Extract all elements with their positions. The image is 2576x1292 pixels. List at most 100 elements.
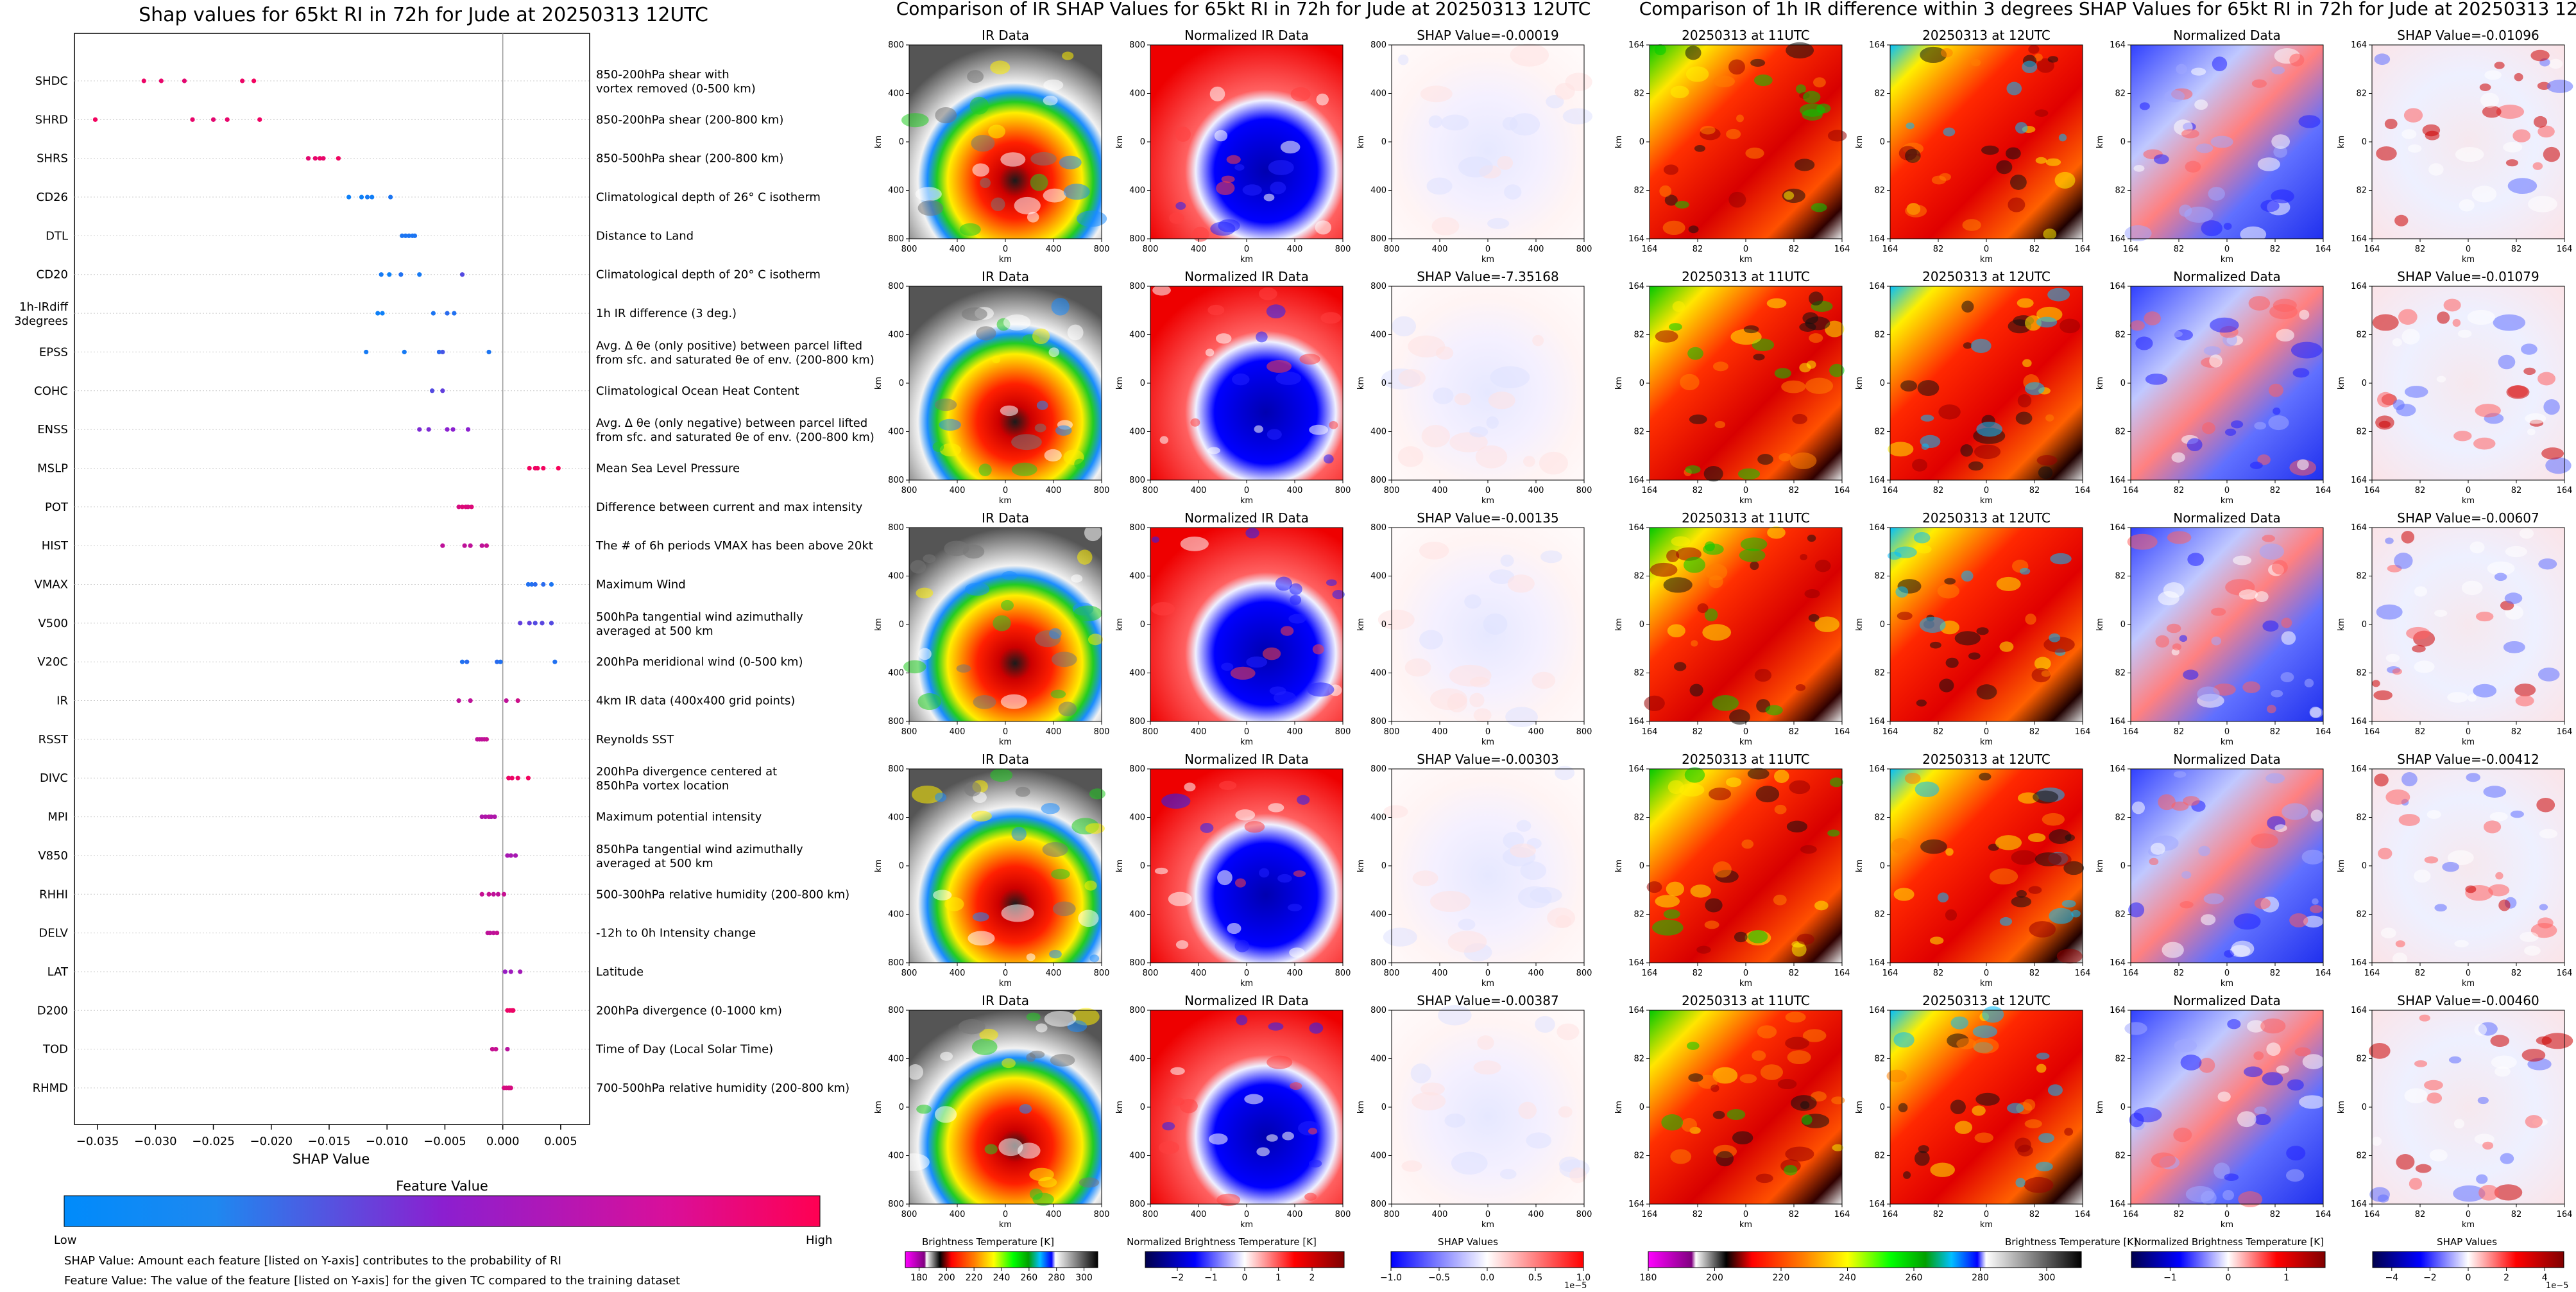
texture-blob	[1297, 795, 1310, 805]
x-tick-label: 82	[1933, 1210, 1944, 1219]
x-tick-label: 800	[1143, 969, 1159, 978]
x-tick-label: 82	[1789, 727, 1800, 737]
x-tick-label: 164	[1834, 1210, 1850, 1219]
x-tick-label: 800	[901, 969, 917, 978]
texture-blob	[1500, 555, 1514, 567]
x-axis-label: km	[2221, 255, 2233, 264]
y-tick-label: 164	[1628, 958, 1644, 968]
texture-blob	[2274, 824, 2287, 832]
texture-blob	[1230, 666, 1256, 680]
x-tick-label: 0	[2466, 1210, 2471, 1219]
shap-point	[465, 427, 471, 432]
texture-blob	[1954, 631, 1981, 646]
subplot-title: SHAP Value=-0.00019	[1417, 28, 1558, 43]
y-tick-label: 400	[1129, 186, 1145, 196]
texture-blob	[1269, 686, 1286, 696]
texture-blob	[1304, 1193, 1317, 1201]
texture-blob	[1700, 126, 1716, 135]
cbar-bt-label: Brightness Temperature [K]	[922, 1236, 1054, 1248]
texture-blob	[2385, 537, 2394, 544]
texture-blob	[1486, 416, 1499, 429]
x-tick-label: 0	[1743, 969, 1748, 978]
feature-value-colorbar	[64, 1195, 821, 1227]
texture-blob	[1277, 874, 1292, 883]
texture-blob	[1275, 576, 1292, 591]
y-tick-label: 0	[899, 137, 904, 147]
shap-point	[508, 853, 513, 858]
x-axis-label: km	[999, 979, 1012, 988]
texture-blob	[1786, 820, 1808, 832]
texture-blob	[2514, 73, 2523, 82]
texture-blob	[1913, 531, 1931, 544]
x-axis-label: km	[1481, 979, 1494, 988]
feature-name-shdc: SHDC	[35, 74, 68, 88]
diff-cbar-bt-ticks: 180 200 220 240 260 280 300	[1640, 1268, 2055, 1283]
feature-desc: vortex removed (0-500 km)	[596, 82, 756, 96]
shap-point	[540, 621, 545, 626]
texture-blob	[1078, 909, 1099, 927]
feature-name-enss: ENSS	[37, 423, 68, 436]
texture-blob	[2027, 833, 2046, 843]
subplot-title: SHAP Value=-0.01079	[2397, 269, 2539, 284]
texture-blob	[2028, 886, 2042, 894]
texture-blob	[1961, 570, 1974, 582]
texture-blob	[1309, 424, 1329, 435]
texture-blob	[916, 1105, 932, 1114]
y-tick-label: 0	[1639, 861, 1644, 871]
texture-blob	[2454, 940, 2469, 947]
x-tick-label: 400	[1528, 969, 1544, 978]
x-tick-label: 800	[901, 1210, 917, 1219]
y-tick-label: 164	[2110, 958, 2126, 968]
y-tick-label: 82	[1633, 572, 1644, 581]
texture-blob	[2259, 543, 2285, 560]
y-tick-label: 400	[888, 1151, 904, 1161]
x-tick-label: 400	[1287, 1210, 1303, 1219]
texture-blob	[1074, 458, 1086, 469]
texture-blob	[2515, 695, 2534, 707]
texture-blob	[1753, 74, 1773, 87]
texture-blob	[1152, 536, 1159, 543]
texture-blob	[2255, 591, 2269, 603]
x-tick-label: 400	[1191, 727, 1207, 737]
texture-blob	[2479, 83, 2491, 91]
texture-blob	[1191, 227, 1209, 242]
y-tick-label: 164	[1628, 1200, 1644, 1209]
x-tick-label: 164	[2123, 245, 2139, 254]
texture-blob	[1891, 838, 1911, 854]
feature-desc: 850-200hPa shear (200-800 km)	[596, 113, 783, 126]
texture-blob	[2060, 318, 2081, 334]
texture-blob	[1421, 424, 1451, 448]
x-tick-label: 0	[1485, 1210, 1490, 1219]
diff-cbar-shap-ticks: −4 −2 0 2 4	[2385, 1268, 2548, 1283]
feature-name-epss: EPSS	[39, 345, 68, 359]
texture-blob	[1332, 590, 1345, 599]
x-tick-label: 164	[1882, 727, 1898, 737]
texture-blob	[2251, 833, 2278, 848]
cbar-tick-label: 1	[2283, 1273, 2289, 1283]
x-tick-label: 164	[1882, 245, 1898, 254]
y-tick-label: 82	[2356, 427, 2367, 437]
texture-blob	[2266, 1042, 2281, 1056]
subplot-title: 20250313 at 11UTC	[1682, 28, 1810, 43]
shap-point	[210, 117, 216, 122]
texture-blob	[2017, 394, 2032, 408]
texture-blob	[991, 197, 1005, 211]
texture-blob	[2541, 1033, 2573, 1049]
texture-blob	[1703, 466, 1723, 482]
shap-point	[321, 156, 326, 161]
texture-blob	[1685, 46, 1702, 60]
x-tick-label: 0	[2224, 245, 2230, 254]
texture-blob	[2006, 82, 2022, 96]
texture-blob	[2273, 146, 2287, 158]
texture-blob	[2049, 633, 2061, 642]
cbar-tick-label: −1	[1204, 1273, 1218, 1283]
cbar-tick-label: 180	[910, 1273, 928, 1283]
texture-blob	[1974, 1132, 1994, 1143]
texture-blob	[2427, 810, 2441, 819]
texture-blob	[1154, 867, 1168, 875]
texture-blob	[1999, 917, 2013, 926]
